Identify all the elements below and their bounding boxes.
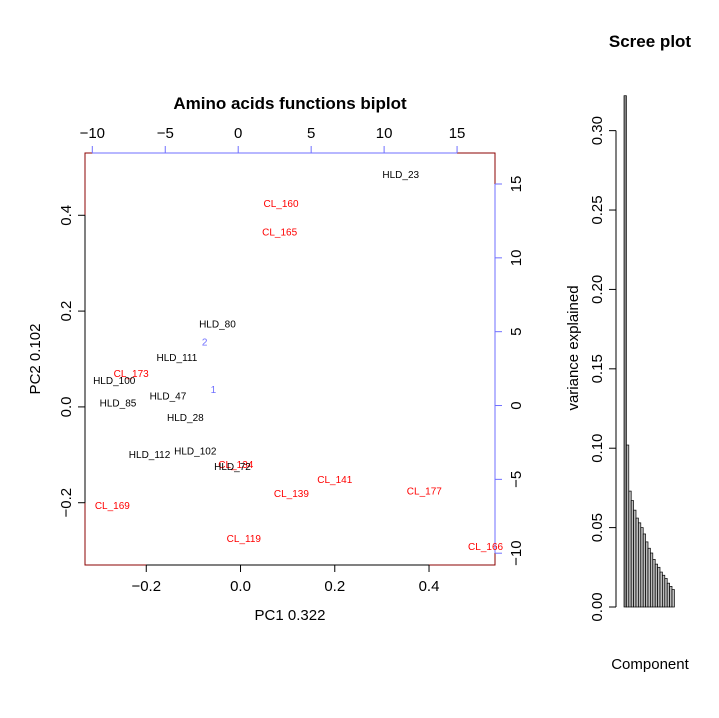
scree-bar (623, 95, 627, 608)
point-label: HLD_102 (174, 446, 217, 457)
y-tick-label: 0.0 (58, 396, 75, 417)
variable-label: 2 (202, 338, 208, 349)
biplot-y-axis: −0.2 0.0 0.2 0.4 (58, 205, 86, 518)
right-tick-label: 5 (508, 328, 525, 336)
scree-bar (654, 563, 658, 608)
x-tick-label: −0.2 (131, 578, 161, 595)
scree-y-label: variance explained (565, 285, 582, 410)
scree-bar (635, 517, 639, 608)
scree-bar (652, 559, 656, 608)
top-tick-label: −5 (157, 125, 174, 142)
scree-y-tick-label: 0.25 (589, 195, 606, 224)
scree-panel: Scree plot 0.000.050.100.150.200.250.30 … (565, 32, 691, 673)
biplot-y-label: PC2 0.102 (27, 324, 44, 395)
scree-bar (633, 509, 637, 608)
biplot-variables: 21 (202, 338, 217, 396)
biplot-top-axis: −10 −5 0 5 10 15 (80, 125, 466, 154)
biplot-points: HLD_23CL_160CL_165HLD_80HLD_111CL_173HLD… (93, 170, 503, 553)
point-label: HLD_23 (382, 170, 419, 181)
scree-bar (642, 533, 646, 608)
point-label: HLD_111 (157, 353, 198, 364)
scree-bar (666, 582, 670, 608)
right-tick-label: 0 (508, 401, 525, 409)
x-tick-label: 0.2 (324, 578, 345, 595)
scree-bar (645, 541, 649, 608)
scree-bar (638, 522, 642, 608)
point-label: CL_134 (218, 460, 253, 471)
variable-label: 1 (211, 385, 217, 396)
scree-y-tick-label: 0.05 (589, 513, 606, 542)
scree-y-tick-label: 0.30 (589, 116, 606, 145)
scree-bar (626, 444, 630, 608)
biplot-x-label: PC1 0.322 (255, 607, 326, 624)
scree-bar (630, 500, 634, 608)
scree-y-tick-label: 0.20 (589, 275, 606, 304)
biplot-plot-frame (84, 152, 496, 566)
scree-bar (640, 527, 644, 608)
scree-x-label: Component (611, 656, 689, 673)
y-tick-label: 0.2 (58, 301, 75, 322)
x-tick-label: 0.0 (230, 578, 251, 595)
top-tick-label: 15 (449, 125, 466, 142)
point-label: HLD_47 (150, 391, 187, 402)
biplot-title: Amino acids functions biplot (173, 94, 407, 113)
point-label: CL_173 (114, 369, 149, 380)
point-label: HLD_72 (214, 462, 251, 473)
point-label: CL_139 (274, 489, 309, 500)
scree-bar (628, 490, 632, 608)
biplot-x-axis: −0.2 0.0 0.2 0.4 (131, 564, 440, 595)
biplot-panel: Amino acids functions biplot −0.2 0.0 0.2 0… (27, 94, 525, 624)
right-tick-label: 15 (508, 176, 525, 193)
scree-y-axis: 0.00 0.05 0.10 0.15 0.20 0.25 0.30 (589, 116, 617, 622)
right-tick-label: −10 (508, 540, 525, 565)
scree-bars (623, 95, 675, 608)
scree-bar (662, 574, 666, 608)
point-label: CL_166 (468, 542, 503, 553)
scree-y-tick-label: 0.10 (589, 434, 606, 463)
scree-bar (650, 552, 654, 608)
x-tick-label: 0.4 (419, 578, 440, 595)
point-label: HLD_112 (129, 450, 171, 461)
right-tick-label: −5 (508, 471, 525, 488)
top-tick-label: 0 (234, 125, 242, 142)
point-label: CL_119 (227, 534, 262, 545)
point-label: CL_160 (264, 199, 299, 210)
scree-y-tick-label: 0.15 (589, 354, 606, 383)
right-tick-label: 10 (508, 250, 525, 267)
point-label: HLD_28 (167, 413, 204, 424)
scree-title: Scree plot (609, 32, 692, 51)
biplot-right-axis: −10 −5 0 5 10 15 (494, 176, 525, 566)
point-label: CL_169 (95, 501, 130, 512)
scree-bar (659, 571, 663, 608)
scree-bar (657, 566, 661, 608)
scree-bar (664, 578, 668, 608)
scree-bar (669, 586, 673, 608)
point-label: HLD_85 (100, 399, 137, 410)
y-tick-label: −0.2 (58, 488, 75, 518)
y-tick-label: 0.4 (58, 205, 75, 226)
top-tick-label: 5 (307, 125, 315, 142)
top-tick-label: 10 (376, 125, 393, 142)
point-label: CL_177 (407, 487, 442, 498)
scree-y-tick-label: 0.00 (589, 592, 606, 621)
top-tick-label: −10 (80, 125, 105, 142)
point-label: HLD_80 (199, 320, 236, 331)
scree-bar (671, 589, 675, 608)
point-label: HLD_100 (93, 376, 136, 387)
scree-bar (647, 547, 651, 608)
point-label: CL_165 (262, 228, 297, 239)
point-label: CL_141 (317, 475, 352, 486)
